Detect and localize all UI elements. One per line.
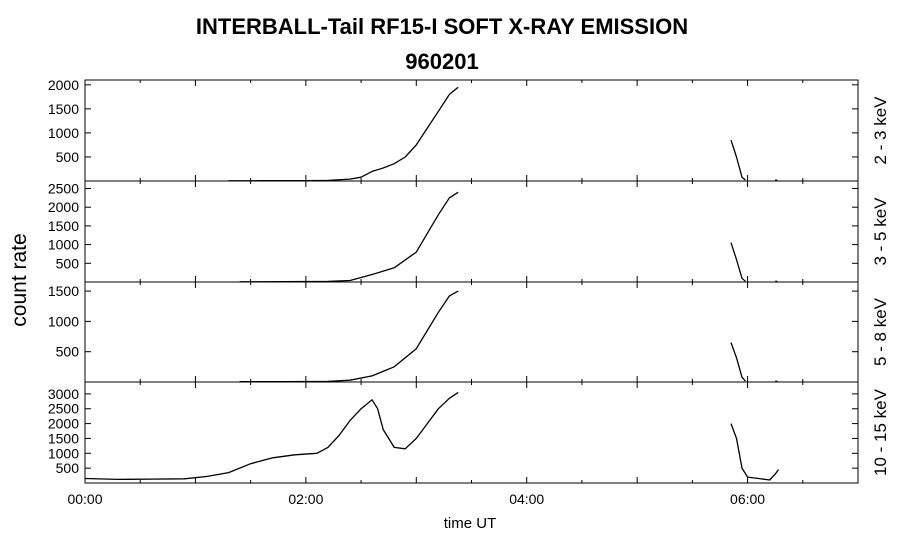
y-tick-label: 1000 bbox=[48, 313, 79, 329]
y-tick-label: 2500 bbox=[48, 180, 79, 196]
series-line bbox=[239, 290, 459, 383]
series-line bbox=[228, 86, 459, 182]
y-tick-label: 500 bbox=[56, 344, 80, 360]
panel-frame bbox=[84, 79, 859, 182]
panel-energy-label: 3 - 5 keV bbox=[871, 197, 890, 266]
series-line bbox=[730, 342, 746, 382]
panel-energy-label: 2 - 3 keV bbox=[871, 96, 890, 165]
y-tick-label: 1000 bbox=[48, 445, 79, 461]
y-tick-label: 500 bbox=[56, 255, 80, 271]
y-tick-label: 1500 bbox=[48, 430, 79, 446]
y-tick-label: 1500 bbox=[48, 218, 79, 234]
x-tick-label: 00:00 bbox=[67, 491, 102, 507]
y-tick-label: 2500 bbox=[48, 401, 79, 417]
x-tick-label: 02:00 bbox=[288, 491, 323, 507]
y-tick-label: 2000 bbox=[48, 199, 79, 215]
series-line bbox=[730, 423, 780, 481]
y-tick-label: 1000 bbox=[48, 125, 79, 141]
y-tick-label: 1500 bbox=[48, 283, 79, 299]
y-tick-label: 500 bbox=[56, 460, 80, 476]
chart-title: INTERBALL-Tail RF15-I SOFT X-RAY EMISSIO… bbox=[196, 14, 688, 39]
x-tick-label: 06:00 bbox=[730, 491, 765, 507]
y-tick-label: 2000 bbox=[48, 77, 79, 93]
x-axis-title: time UT bbox=[444, 515, 497, 532]
series-line bbox=[84, 391, 459, 481]
panel-energy-label: 10 - 15 keV bbox=[871, 388, 890, 476]
y-axis-title: count rate bbox=[8, 233, 31, 326]
y-tick-label: 1500 bbox=[48, 101, 79, 117]
panel-frame bbox=[84, 281, 859, 383]
chart-subtitle: 960201 bbox=[405, 49, 478, 74]
panel-frame bbox=[84, 180, 859, 283]
y-tick-label: 2000 bbox=[48, 416, 79, 432]
y-tick-label: 500 bbox=[56, 149, 80, 165]
series-line bbox=[730, 139, 746, 181]
y-tick-label: 1000 bbox=[48, 237, 79, 253]
series-line bbox=[730, 242, 746, 282]
panel-energy-label: 5 - 8 keV bbox=[871, 297, 890, 366]
y-tick-label: 3000 bbox=[48, 386, 79, 402]
x-tick-label: 04:00 bbox=[509, 491, 544, 507]
series-line bbox=[239, 191, 459, 283]
